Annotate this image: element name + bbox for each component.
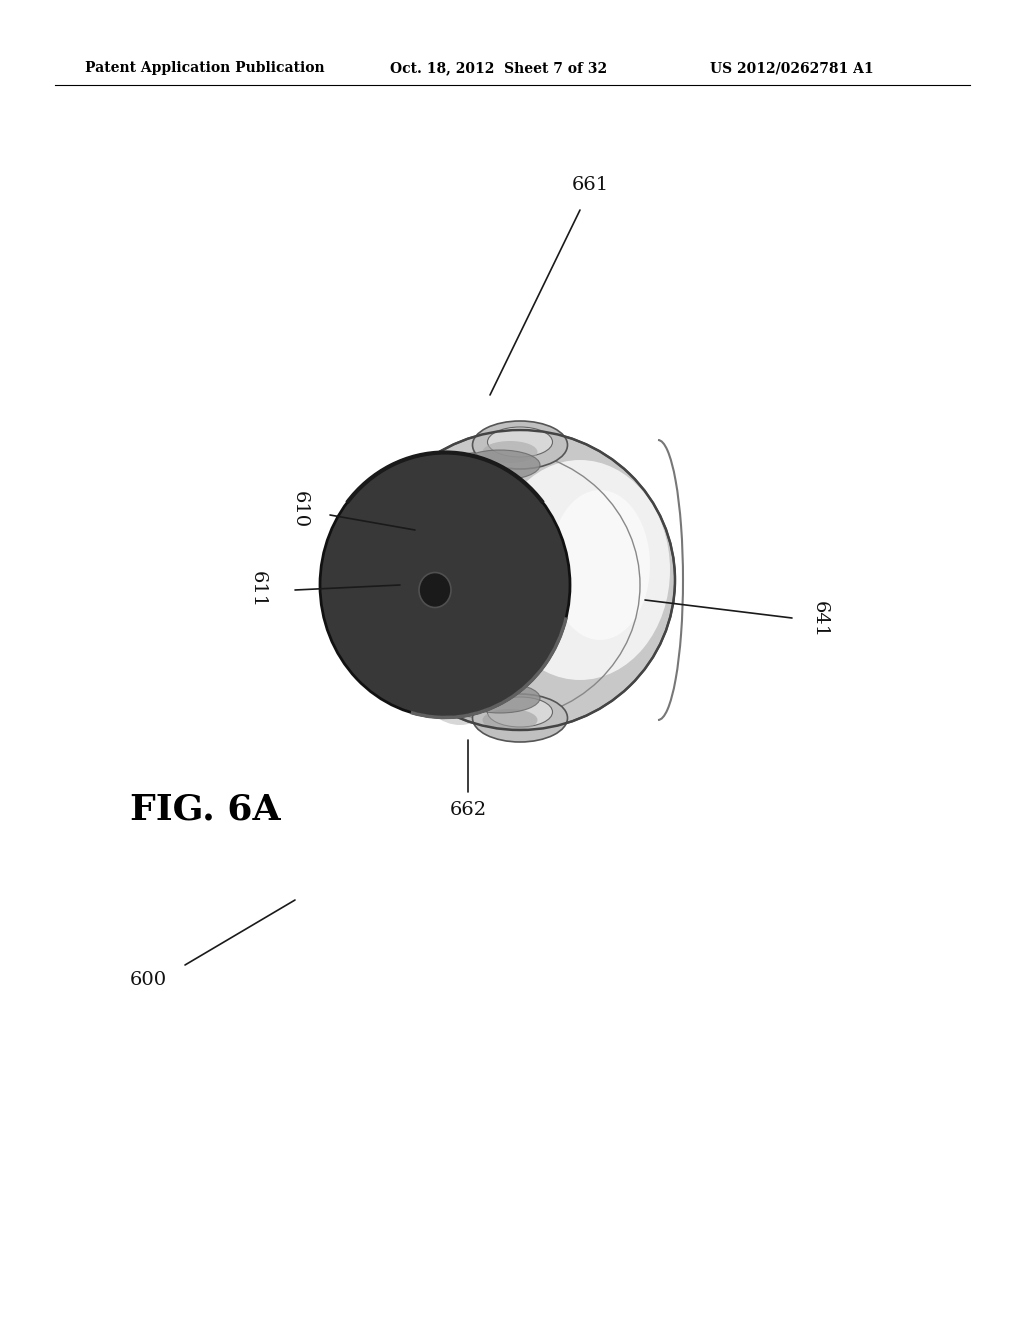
Text: 641: 641 xyxy=(811,602,829,639)
Ellipse shape xyxy=(460,450,540,480)
Ellipse shape xyxy=(419,573,451,607)
Ellipse shape xyxy=(482,709,538,731)
Ellipse shape xyxy=(490,459,670,680)
Text: FIG. 6A: FIG. 6A xyxy=(130,793,281,828)
Ellipse shape xyxy=(472,694,567,742)
Ellipse shape xyxy=(482,441,538,463)
Text: 661: 661 xyxy=(571,176,608,194)
Ellipse shape xyxy=(487,697,553,727)
Text: 611: 611 xyxy=(249,572,267,609)
Ellipse shape xyxy=(460,682,540,713)
Ellipse shape xyxy=(390,455,530,725)
Text: Patent Application Publication: Patent Application Publication xyxy=(85,61,325,75)
Text: 610: 610 xyxy=(291,491,309,528)
Text: 600: 600 xyxy=(129,972,167,989)
Ellipse shape xyxy=(319,453,570,718)
Ellipse shape xyxy=(365,430,675,730)
Text: 662: 662 xyxy=(450,801,486,818)
Ellipse shape xyxy=(550,490,650,640)
Ellipse shape xyxy=(472,421,567,469)
Text: US 2012/0262781 A1: US 2012/0262781 A1 xyxy=(710,61,873,75)
Ellipse shape xyxy=(487,426,553,457)
Text: Oct. 18, 2012  Sheet 7 of 32: Oct. 18, 2012 Sheet 7 of 32 xyxy=(390,61,607,75)
